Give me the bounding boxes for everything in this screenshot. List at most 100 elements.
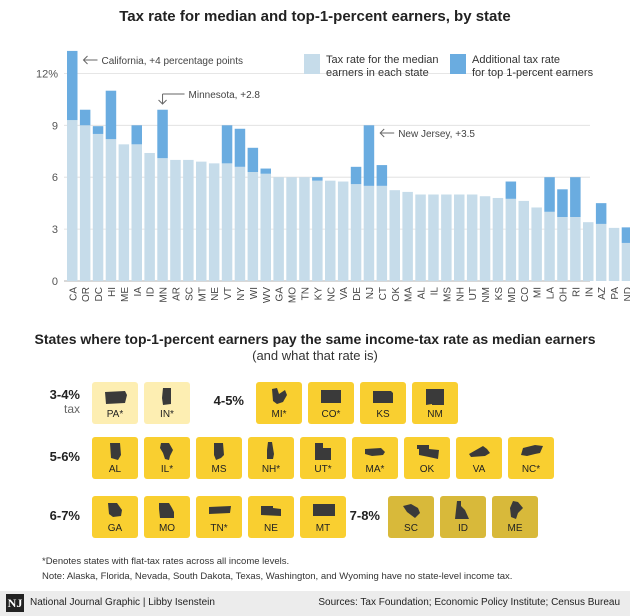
- missouri-shape-icon-path: [159, 503, 174, 518]
- bar-median-ne: [208, 163, 220, 281]
- range-label-3-4: 3-4% tax: [40, 387, 80, 417]
- range-label-4-5: 4-5%: [213, 393, 244, 408]
- x-tick-label: PA: [610, 287, 621, 300]
- colorado-shape-icon-path: [321, 390, 341, 403]
- kansas-shape-icon-path: [373, 391, 393, 403]
- bar-additional-hi: [105, 90, 117, 140]
- bar-median-sc: [183, 159, 194, 281]
- state-tile-va: VA: [456, 437, 502, 479]
- bar-median-ga: [273, 177, 284, 281]
- legend-label: earners in each state: [326, 67, 429, 79]
- georgia-shape-icon: [108, 503, 122, 517]
- state-abbr: MA*: [365, 464, 385, 475]
- x-tick-label: OK: [391, 287, 402, 302]
- bar-additional-vt: [221, 125, 233, 164]
- state-abbr: UT*: [314, 464, 332, 475]
- nebraska-shape-icon: [261, 506, 281, 516]
- annotation-arrow: [82, 55, 98, 65]
- state-abbr: ID: [458, 523, 468, 534]
- georgia-shape-icon-path: [108, 503, 122, 517]
- state-abbr: KS: [376, 409, 390, 420]
- state-abbr: TN*: [210, 523, 228, 534]
- state-tile-ks: KS: [360, 382, 406, 424]
- bar-median-nc: [325, 180, 336, 281]
- x-tick-label: MN: [159, 287, 170, 303]
- state-abbr: CO*: [321, 409, 341, 420]
- oklahoma-shape-icon-path: [417, 445, 439, 459]
- state-abbr: NM: [427, 409, 443, 420]
- footer-sources: Sources: Tax Foundation; Economic Policy…: [318, 597, 620, 608]
- new-mexico-shape-icon-path: [426, 389, 444, 405]
- legend-label: for top 1-percent earners: [472, 67, 594, 79]
- bar-median-la: [544, 211, 555, 281]
- bar-additional-az: [595, 203, 607, 224]
- bar-median-id: [144, 152, 155, 281]
- bar-median-in: [583, 222, 594, 281]
- x-tick-label: HI: [107, 287, 118, 297]
- new-mexico-shape-icon: [426, 389, 444, 405]
- bar-median-pa: [608, 227, 620, 281]
- state-tile-in: IN*: [144, 382, 190, 424]
- annotation-california: California, +4 percentage points: [102, 56, 243, 67]
- x-tick-label: IA: [133, 287, 144, 297]
- x-tick-label: SC: [184, 287, 195, 301]
- state-abbr: GA: [107, 523, 123, 534]
- bar-median-ut: [466, 194, 478, 281]
- bar-median-mi: [531, 207, 542, 281]
- kansas-shape-icon: [373, 391, 393, 403]
- y-tick-label: 12%: [36, 68, 58, 80]
- y-tick-label: 0: [52, 276, 58, 288]
- range-3-4-text: 3-4%: [49, 387, 80, 402]
- state-abbr: NC*: [521, 464, 541, 475]
- state-tile-nh: NH*: [248, 437, 294, 479]
- bar-additional-wi: [247, 147, 259, 173]
- bar-median-az: [595, 223, 607, 281]
- state-abbr: VA: [472, 464, 486, 475]
- x-tick-label: AL: [417, 287, 428, 300]
- idaho-shape-icon-path: [455, 501, 469, 519]
- x-tick-label: WV: [262, 287, 273, 303]
- x-tick-label: CT: [378, 287, 389, 300]
- montana-shape-icon: [313, 504, 335, 516]
- state-abbr: NE: [264, 523, 278, 534]
- legend-label: Additional tax rate: [472, 54, 560, 66]
- footer-bar: [0, 591, 630, 616]
- nebraska-shape-icon-path: [261, 506, 281, 516]
- bar-median-ms: [441, 194, 452, 281]
- x-tick-label: AR: [171, 287, 182, 301]
- chart-title: Tax rate for median and top-1-percent ea…: [119, 8, 511, 25]
- x-tick-label: MT: [197, 287, 208, 301]
- bar-chart: 0 3 6 9 12% CA OR DC HI ME IA ID MN AR SC MT NE VT NY WI WV G…: [36, 50, 630, 303]
- x-tick-label: CA: [68, 287, 79, 301]
- bar-additional-mn: [157, 109, 168, 159]
- y-tick-label: 9: [52, 120, 58, 132]
- x-tick-label: NJ: [365, 287, 376, 299]
- x-tick-label: ME: [120, 287, 131, 302]
- bar-median-ri: [570, 216, 581, 281]
- x-tick-label: MS: [442, 287, 453, 302]
- bar-median-ny: [234, 166, 246, 281]
- x-tick-label: ND: [623, 287, 630, 301]
- bar-median-nj: [363, 185, 375, 281]
- bar-median-hi: [105, 139, 117, 281]
- state-abbr: IN*: [160, 409, 174, 420]
- state-tile-ut: UT*: [300, 437, 346, 479]
- bar-additional-de: [350, 166, 362, 185]
- state-abbr: NH*: [261, 464, 281, 475]
- y-tick-label: 6: [52, 172, 58, 184]
- x-tick-label: VA: [339, 287, 350, 300]
- colorado-shape-icon: [321, 390, 341, 403]
- bar-additional-md: [505, 181, 517, 199]
- x-tick-label: MA: [404, 287, 415, 302]
- y-tick-label: 3: [52, 224, 58, 236]
- bar-median-co: [518, 200, 529, 281]
- michigan-shape-icon-path: [272, 388, 287, 404]
- bar-median-ks: [492, 197, 504, 281]
- alabama-shape-icon: [110, 443, 121, 460]
- bar-median-al: [415, 194, 426, 281]
- bar-additional-nd: [621, 227, 630, 243]
- michigan-shape-icon: [272, 388, 287, 404]
- x-tick-label: OH: [558, 287, 569, 302]
- state-tile-mi: MI*: [256, 382, 302, 424]
- x-tick-label: AZ: [597, 287, 608, 300]
